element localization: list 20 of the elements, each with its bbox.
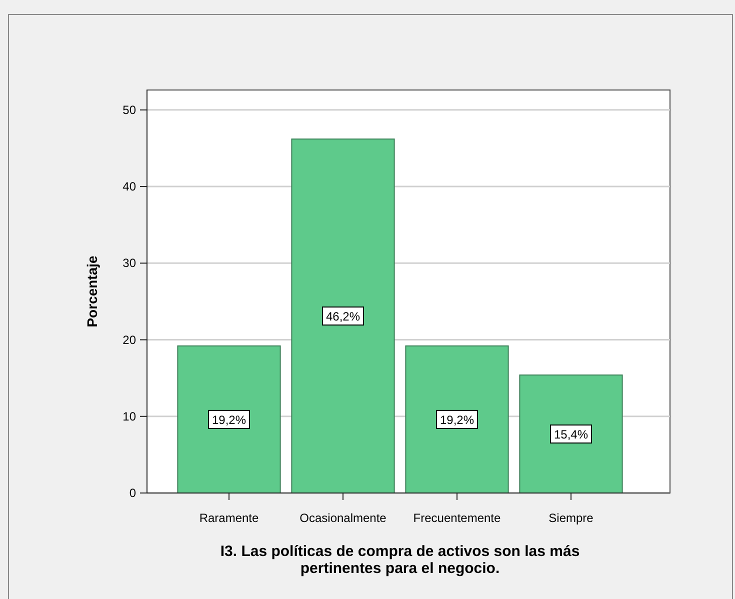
bar: [405, 345, 509, 494]
y-tick-label: 40: [122, 180, 136, 194]
y-tick-label: 0: [129, 486, 136, 500]
data-label: 19,2%: [212, 412, 246, 427]
x-tick-label: Frecuentemente: [413, 511, 502, 525]
data-label: 15,4%: [554, 428, 588, 442]
y-tick-label: 10: [122, 409, 136, 424]
bar: [291, 138, 395, 494]
y-tick-label: 50: [122, 102, 136, 117]
data-label: 19,2%: [440, 412, 474, 427]
bar: [177, 345, 281, 494]
y-axis-title: Porcentaje: [84, 255, 100, 328]
y-tick-label: 20: [122, 332, 136, 347]
y-tick-label: 30: [122, 256, 136, 270]
data-label: 46,2%: [326, 310, 360, 324]
x-tick-label: Raramente: [199, 511, 259, 525]
x-axis-title: I3. Las políticas de compra de activos son las más pertinentes para el negocio.: [220, 543, 580, 577]
x-tick-label: Siempre: [548, 511, 594, 525]
bar: [519, 374, 623, 494]
x-tick-label: Ocasionalmente: [300, 511, 387, 525]
